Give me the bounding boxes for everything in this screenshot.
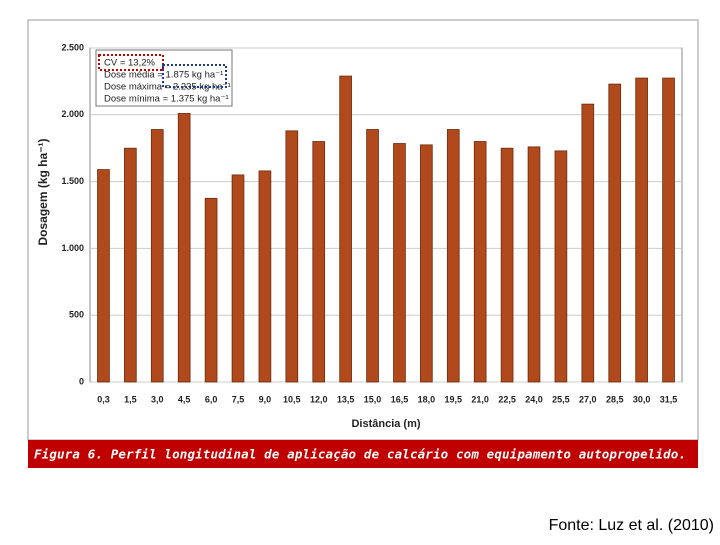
x-tick-label: 10,5 — [283, 394, 301, 404]
bar — [366, 129, 379, 383]
x-tick-label: 22,5 — [498, 394, 516, 404]
caption: Figura 6. Perfil longitudinal de aplicaç… — [34, 447, 686, 462]
x-tick-label: 18,0 — [418, 394, 436, 404]
x-axis-label: Distância (m) — [351, 418, 420, 430]
bar — [393, 143, 406, 383]
annotation: Dose mínima = 1.375 kg ha⁻¹ — [104, 94, 229, 105]
x-tick-label: 3,0 — [151, 394, 164, 404]
x-tick-label: 0,3 — [97, 394, 110, 404]
bar — [124, 147, 137, 383]
y-tick-label: 2.000 — [61, 109, 84, 119]
annotation: Dose máxima = 2.235 kg ha⁻¹ — [104, 82, 231, 93]
bar — [581, 103, 595, 383]
x-tick-label: 27,0 — [579, 394, 597, 404]
bar — [258, 170, 272, 383]
x-tick-label: 30,0 — [633, 394, 651, 404]
x-tick-label: 19,5 — [445, 394, 463, 404]
source: Fonte: Luz et al. (2010) — [549, 517, 714, 534]
caption-band — [28, 440, 698, 468]
y-axis-label: Dosagem (kg ha⁻¹) — [36, 138, 50, 245]
x-tick-label: 25,5 — [552, 394, 570, 404]
y-tick-label: 1.500 — [61, 176, 84, 186]
y-tick-label: 500 — [69, 310, 84, 320]
highlight-blue — [162, 64, 227, 88]
bar — [473, 141, 487, 383]
bar — [97, 169, 110, 383]
highlight-red — [98, 54, 164, 71]
y-tick-label: 0 — [79, 376, 84, 386]
bar — [150, 129, 164, 383]
annotation: Dose média = 1.875 kg ha⁻¹ — [104, 70, 223, 81]
bar — [285, 130, 299, 383]
bar — [446, 129, 460, 383]
bar — [177, 113, 191, 383]
x-tick-label: 13,5 — [337, 394, 355, 404]
x-tick-label: 16,5 — [391, 394, 409, 404]
bar — [420, 144, 433, 383]
y-tick-label: 1.000 — [61, 243, 84, 253]
x-tick-label: 28,5 — [606, 394, 624, 404]
x-tick-label: 15,0 — [364, 394, 382, 404]
bar — [527, 146, 541, 383]
bar — [554, 150, 568, 383]
bar — [662, 77, 675, 383]
annotation: CV = 13,2% — [104, 58, 156, 69]
bar — [231, 174, 245, 383]
bar — [635, 77, 648, 383]
x-tick-label: 24,0 — [525, 394, 543, 404]
y-tick-label: 2.500 — [61, 42, 84, 52]
x-tick-label: 1,5 — [124, 394, 137, 404]
x-tick-label: 7,5 — [232, 394, 245, 404]
x-tick-label: 6,0 — [205, 394, 218, 404]
x-tick-label: 9,0 — [259, 394, 272, 404]
bar — [312, 141, 326, 383]
bar — [204, 197, 218, 383]
bar — [608, 83, 622, 383]
x-tick-label: 31,5 — [660, 394, 678, 404]
x-tick-label: 21,0 — [471, 394, 489, 404]
x-tick-label: 12,0 — [310, 394, 328, 404]
bar — [339, 75, 352, 383]
x-tick-label: 4,5 — [178, 394, 191, 404]
bar — [500, 147, 514, 383]
